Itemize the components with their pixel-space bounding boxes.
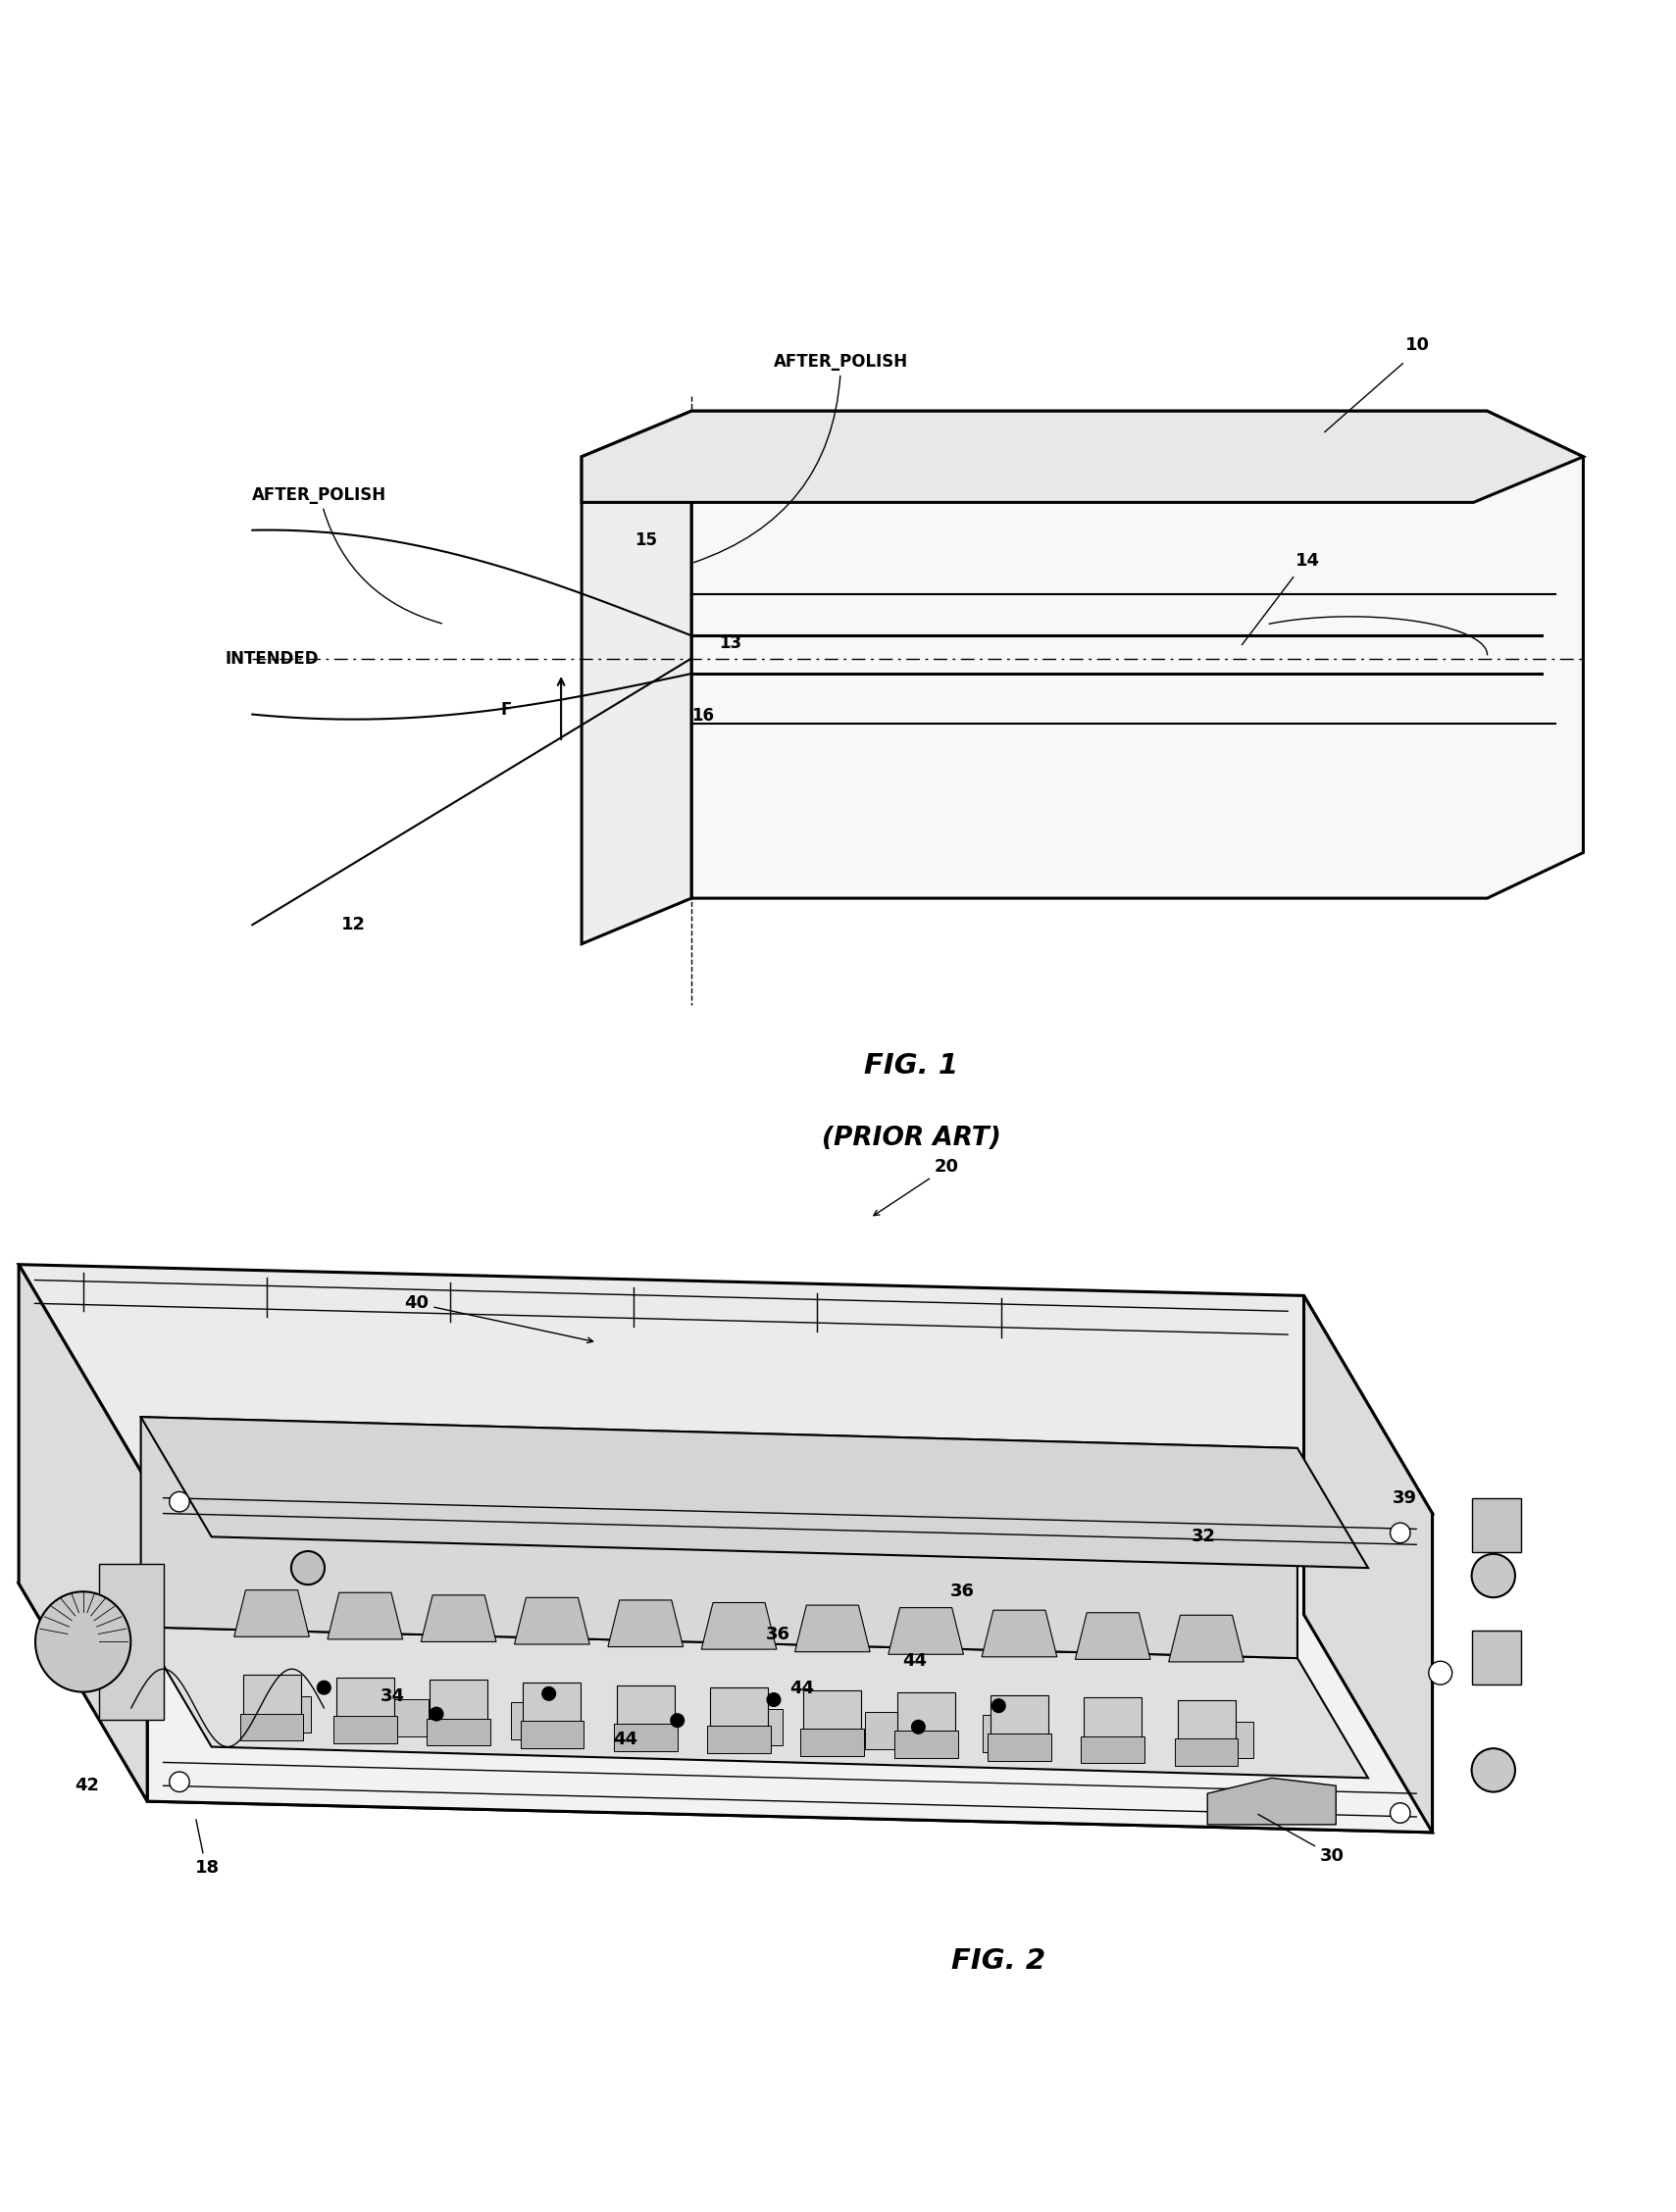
Text: 42: 42 bbox=[75, 1776, 99, 1794]
Polygon shape bbox=[141, 1418, 1297, 1659]
Text: 20: 20 bbox=[873, 1159, 959, 1214]
Text: INTENDED: INTENDED bbox=[225, 650, 318, 668]
Polygon shape bbox=[18, 1584, 1433, 1832]
Polygon shape bbox=[515, 1597, 590, 1644]
Polygon shape bbox=[628, 1705, 664, 1743]
Polygon shape bbox=[707, 1725, 771, 1754]
Polygon shape bbox=[427, 1719, 491, 1745]
Polygon shape bbox=[1084, 1697, 1141, 1747]
Polygon shape bbox=[897, 1692, 955, 1743]
Circle shape bbox=[1389, 1522, 1410, 1544]
Polygon shape bbox=[794, 1606, 870, 1652]
Polygon shape bbox=[1076, 1613, 1150, 1659]
Polygon shape bbox=[711, 1688, 768, 1739]
Polygon shape bbox=[429, 1679, 488, 1730]
Text: 40: 40 bbox=[404, 1294, 593, 1343]
Polygon shape bbox=[747, 1708, 783, 1745]
Circle shape bbox=[768, 1692, 781, 1705]
Bar bbox=[1473, 1630, 1520, 1686]
Polygon shape bbox=[141, 1418, 1368, 1568]
Circle shape bbox=[992, 1699, 1006, 1712]
Text: 32: 32 bbox=[1192, 1528, 1215, 1546]
Text: 36: 36 bbox=[950, 1582, 975, 1599]
Polygon shape bbox=[520, 1721, 583, 1747]
Text: 13: 13 bbox=[719, 635, 741, 653]
Polygon shape bbox=[99, 1564, 163, 1719]
Polygon shape bbox=[982, 1714, 1017, 1752]
Text: 18: 18 bbox=[196, 1858, 220, 1876]
Polygon shape bbox=[243, 1674, 300, 1725]
Text: 12: 12 bbox=[342, 916, 365, 933]
Polygon shape bbox=[582, 411, 1584, 502]
Polygon shape bbox=[692, 411, 1584, 898]
Polygon shape bbox=[240, 1714, 303, 1741]
Text: 10: 10 bbox=[1404, 336, 1430, 354]
Text: FIG. 2: FIG. 2 bbox=[952, 1947, 1046, 1975]
Text: AFTER_POLISH: AFTER_POLISH bbox=[694, 352, 908, 562]
Polygon shape bbox=[1304, 1296, 1433, 1832]
Circle shape bbox=[541, 1688, 555, 1701]
Polygon shape bbox=[421, 1595, 496, 1641]
Polygon shape bbox=[18, 1265, 1433, 1513]
Text: 15: 15 bbox=[635, 531, 657, 549]
Text: 14: 14 bbox=[1296, 551, 1319, 568]
Circle shape bbox=[1428, 1661, 1451, 1686]
Text: AFTER_POLISH: AFTER_POLISH bbox=[253, 487, 442, 624]
Text: 16: 16 bbox=[692, 706, 714, 723]
Polygon shape bbox=[582, 411, 692, 945]
Polygon shape bbox=[235, 1590, 310, 1637]
Text: (PRIOR ART): (PRIOR ART) bbox=[821, 1126, 1001, 1150]
Circle shape bbox=[1472, 1555, 1515, 1597]
Circle shape bbox=[169, 1772, 189, 1792]
Polygon shape bbox=[1218, 1721, 1254, 1759]
Text: 34: 34 bbox=[380, 1688, 404, 1705]
Polygon shape bbox=[18, 1265, 147, 1801]
Polygon shape bbox=[987, 1734, 1051, 1761]
Polygon shape bbox=[147, 1482, 1433, 1832]
Ellipse shape bbox=[35, 1593, 131, 1692]
Polygon shape bbox=[613, 1723, 677, 1750]
Polygon shape bbox=[865, 1712, 900, 1750]
Polygon shape bbox=[1177, 1701, 1235, 1750]
Polygon shape bbox=[394, 1699, 429, 1736]
Circle shape bbox=[169, 1491, 189, 1511]
Text: 44: 44 bbox=[902, 1652, 927, 1670]
Polygon shape bbox=[803, 1690, 861, 1741]
Text: FIG. 1: FIG. 1 bbox=[863, 1053, 959, 1079]
Bar bbox=[1473, 1498, 1520, 1553]
Circle shape bbox=[912, 1721, 925, 1734]
Polygon shape bbox=[1175, 1739, 1239, 1765]
Polygon shape bbox=[701, 1604, 776, 1650]
Polygon shape bbox=[982, 1610, 1058, 1657]
Polygon shape bbox=[1207, 1778, 1336, 1825]
Circle shape bbox=[670, 1714, 684, 1728]
Circle shape bbox=[1472, 1747, 1515, 1792]
Polygon shape bbox=[617, 1686, 674, 1734]
Text: 30: 30 bbox=[1259, 1814, 1344, 1865]
Polygon shape bbox=[327, 1593, 402, 1639]
Polygon shape bbox=[141, 1628, 1368, 1778]
Polygon shape bbox=[1168, 1615, 1244, 1661]
Polygon shape bbox=[991, 1694, 1048, 1745]
Text: 44: 44 bbox=[789, 1679, 815, 1697]
Circle shape bbox=[317, 1681, 330, 1694]
Polygon shape bbox=[608, 1599, 684, 1646]
Circle shape bbox=[292, 1551, 325, 1584]
Polygon shape bbox=[337, 1677, 394, 1728]
Polygon shape bbox=[334, 1717, 397, 1743]
Polygon shape bbox=[888, 1608, 964, 1655]
Circle shape bbox=[1389, 1803, 1410, 1823]
Polygon shape bbox=[893, 1732, 957, 1759]
Circle shape bbox=[429, 1708, 442, 1721]
Text: 39: 39 bbox=[1393, 1489, 1416, 1506]
Polygon shape bbox=[801, 1728, 865, 1756]
Polygon shape bbox=[523, 1683, 582, 1732]
Polygon shape bbox=[1081, 1736, 1145, 1763]
Polygon shape bbox=[1101, 1719, 1136, 1754]
Text: 36: 36 bbox=[766, 1626, 789, 1644]
Polygon shape bbox=[277, 1697, 312, 1732]
Polygon shape bbox=[511, 1703, 546, 1739]
Text: 44: 44 bbox=[613, 1730, 637, 1747]
Text: F: F bbox=[501, 701, 511, 719]
